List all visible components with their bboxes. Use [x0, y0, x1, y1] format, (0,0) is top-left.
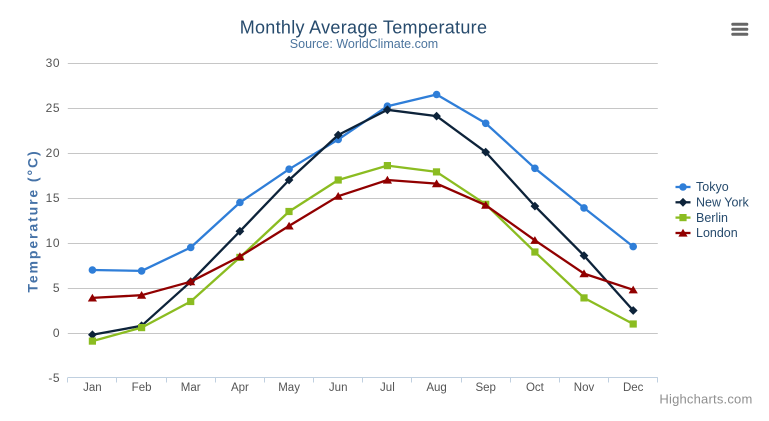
- svg-text:Feb: Feb: [132, 382, 152, 394]
- svg-text:May: May: [278, 382, 300, 394]
- svg-text:Mar: Mar: [181, 382, 201, 394]
- svg-text:Highcharts.com: Highcharts.com: [659, 392, 752, 407]
- svg-text:Jun: Jun: [329, 382, 348, 394]
- svg-text:0: 0: [53, 326, 60, 340]
- svg-text:Berlin: Berlin: [696, 211, 728, 225]
- svg-text:20: 20: [46, 146, 60, 160]
- svg-text:Nov: Nov: [574, 382, 595, 394]
- svg-text:15: 15: [46, 191, 60, 205]
- svg-text:Source: WorldClimate.com: Source: WorldClimate.com: [290, 37, 438, 51]
- svg-text:10: 10: [46, 236, 60, 250]
- svg-text:Oct: Oct: [526, 382, 545, 394]
- svg-text:Sep: Sep: [475, 382, 495, 394]
- svg-text:Aug: Aug: [426, 382, 446, 394]
- svg-text:New York: New York: [696, 196, 750, 210]
- svg-text:London: London: [696, 226, 738, 240]
- svg-text:30: 30: [46, 56, 60, 70]
- svg-text:Dec: Dec: [623, 382, 644, 394]
- svg-text:5: 5: [53, 281, 60, 295]
- svg-text:Apr: Apr: [231, 382, 249, 394]
- svg-text:Temperature (°C): Temperature (°C): [25, 149, 41, 292]
- svg-text:Jul: Jul: [380, 382, 395, 394]
- svg-text:-5: -5: [48, 371, 60, 385]
- svg-text:Monthly Average Temperature: Monthly Average Temperature: [240, 18, 488, 38]
- svg-text:25: 25: [46, 101, 60, 115]
- svg-text:Jan: Jan: [83, 382, 102, 394]
- svg-text:Tokyo: Tokyo: [696, 180, 729, 194]
